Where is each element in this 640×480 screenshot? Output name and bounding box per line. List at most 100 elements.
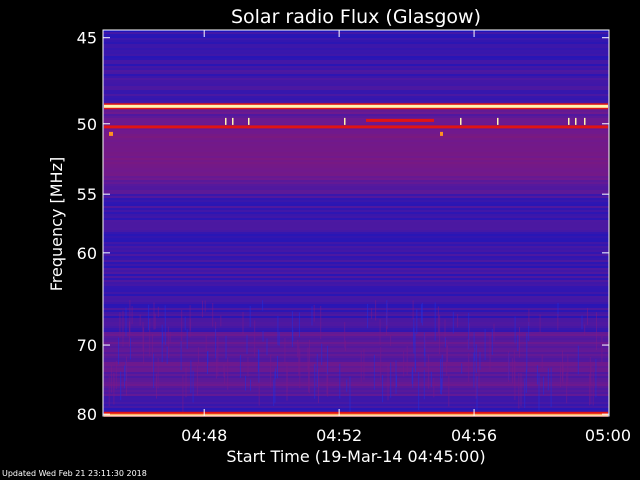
streak <box>277 316 279 346</box>
streak <box>387 364 389 401</box>
streak <box>164 305 166 318</box>
frequency-band <box>103 66 609 68</box>
streak <box>513 350 515 386</box>
streak <box>536 365 538 385</box>
streak <box>205 335 207 351</box>
streak <box>167 326 169 358</box>
frequency-band <box>103 360 609 362</box>
frequency-band <box>103 54 609 56</box>
burst-dot <box>440 131 443 136</box>
streak <box>478 366 480 389</box>
frequency-band <box>103 286 609 288</box>
streak <box>434 302 436 341</box>
frequency-band <box>103 364 609 366</box>
streak <box>528 308 530 327</box>
y-tick-label: 45 <box>77 29 97 48</box>
frequency-band <box>103 160 609 162</box>
frequency-band <box>103 358 609 360</box>
frequency-band <box>103 338 609 340</box>
streak <box>316 353 318 388</box>
streak <box>414 332 416 369</box>
frequency-band <box>103 110 609 112</box>
frequency-band <box>103 64 609 66</box>
streak <box>595 359 597 398</box>
streak <box>589 373 591 406</box>
frequency-band <box>103 336 609 338</box>
frequency-band <box>103 276 609 278</box>
streak <box>584 324 586 336</box>
frequency-band <box>103 282 609 284</box>
streak <box>444 319 446 344</box>
streak <box>519 327 520 358</box>
streak <box>245 375 246 391</box>
frequency-band <box>103 356 609 358</box>
frequency-band <box>103 390 609 392</box>
streak <box>538 373 540 411</box>
frequency-band <box>103 188 609 190</box>
frequency-band <box>103 350 609 352</box>
streak <box>467 339 469 350</box>
streak <box>202 300 203 318</box>
frequency-band <box>103 186 609 188</box>
frequency-band <box>103 120 609 122</box>
streak <box>441 378 442 395</box>
streak <box>215 349 217 379</box>
streak <box>308 363 310 394</box>
streak <box>406 345 408 375</box>
frequency-band <box>103 132 609 134</box>
streak <box>139 314 141 326</box>
streak <box>346 379 348 392</box>
frequency-band <box>103 266 609 268</box>
frequency-band <box>103 326 609 328</box>
frequency-band <box>103 240 609 242</box>
frequency-band <box>103 264 609 266</box>
streak <box>514 360 516 400</box>
frequency-band <box>103 206 609 208</box>
streak <box>344 322 346 348</box>
frequency-band <box>103 368 609 370</box>
streak <box>224 372 226 384</box>
frequency-band <box>103 258 609 260</box>
y-tick-label: 50 <box>77 115 97 134</box>
streak <box>423 370 425 400</box>
streak <box>413 328 415 354</box>
x-axis: 04:48 04:52 04:56 05:00 <box>181 30 631 445</box>
streak <box>557 303 559 318</box>
frequency-band <box>103 238 609 240</box>
bright-band <box>104 125 608 129</box>
streak <box>526 332 528 373</box>
frequency-band <box>103 234 609 236</box>
frequency-band <box>103 270 609 272</box>
streak <box>120 371 122 401</box>
streak <box>587 307 588 325</box>
frequency-band <box>103 98 609 100</box>
streak <box>164 316 166 345</box>
streak <box>452 311 454 334</box>
streak <box>396 375 397 387</box>
updated-timestamp: Updated Wed Feb 21 23:11:30 2018 <box>2 469 147 478</box>
frequency-band <box>103 342 609 344</box>
frequency-band <box>103 90 609 92</box>
streak <box>273 379 275 406</box>
streak <box>180 341 182 371</box>
streak <box>484 329 486 361</box>
frequency-band <box>103 60 609 62</box>
frequency-band <box>103 158 609 160</box>
frequency-band <box>103 198 609 200</box>
frequency-band <box>103 232 609 234</box>
frequency-band <box>103 134 609 136</box>
burst-dot <box>109 131 113 136</box>
streak <box>142 321 144 352</box>
streak <box>190 360 192 393</box>
streak <box>246 334 248 355</box>
frequency-band <box>103 70 609 72</box>
frequency-band <box>103 396 609 398</box>
streak <box>444 337 446 348</box>
streak <box>468 353 470 383</box>
frequency-band <box>103 254 609 256</box>
frequency-band <box>103 34 609 36</box>
streak <box>217 336 219 377</box>
streak <box>249 305 251 327</box>
x-tick-label: 04:56 <box>451 426 497 445</box>
frequency-band <box>103 308 609 310</box>
